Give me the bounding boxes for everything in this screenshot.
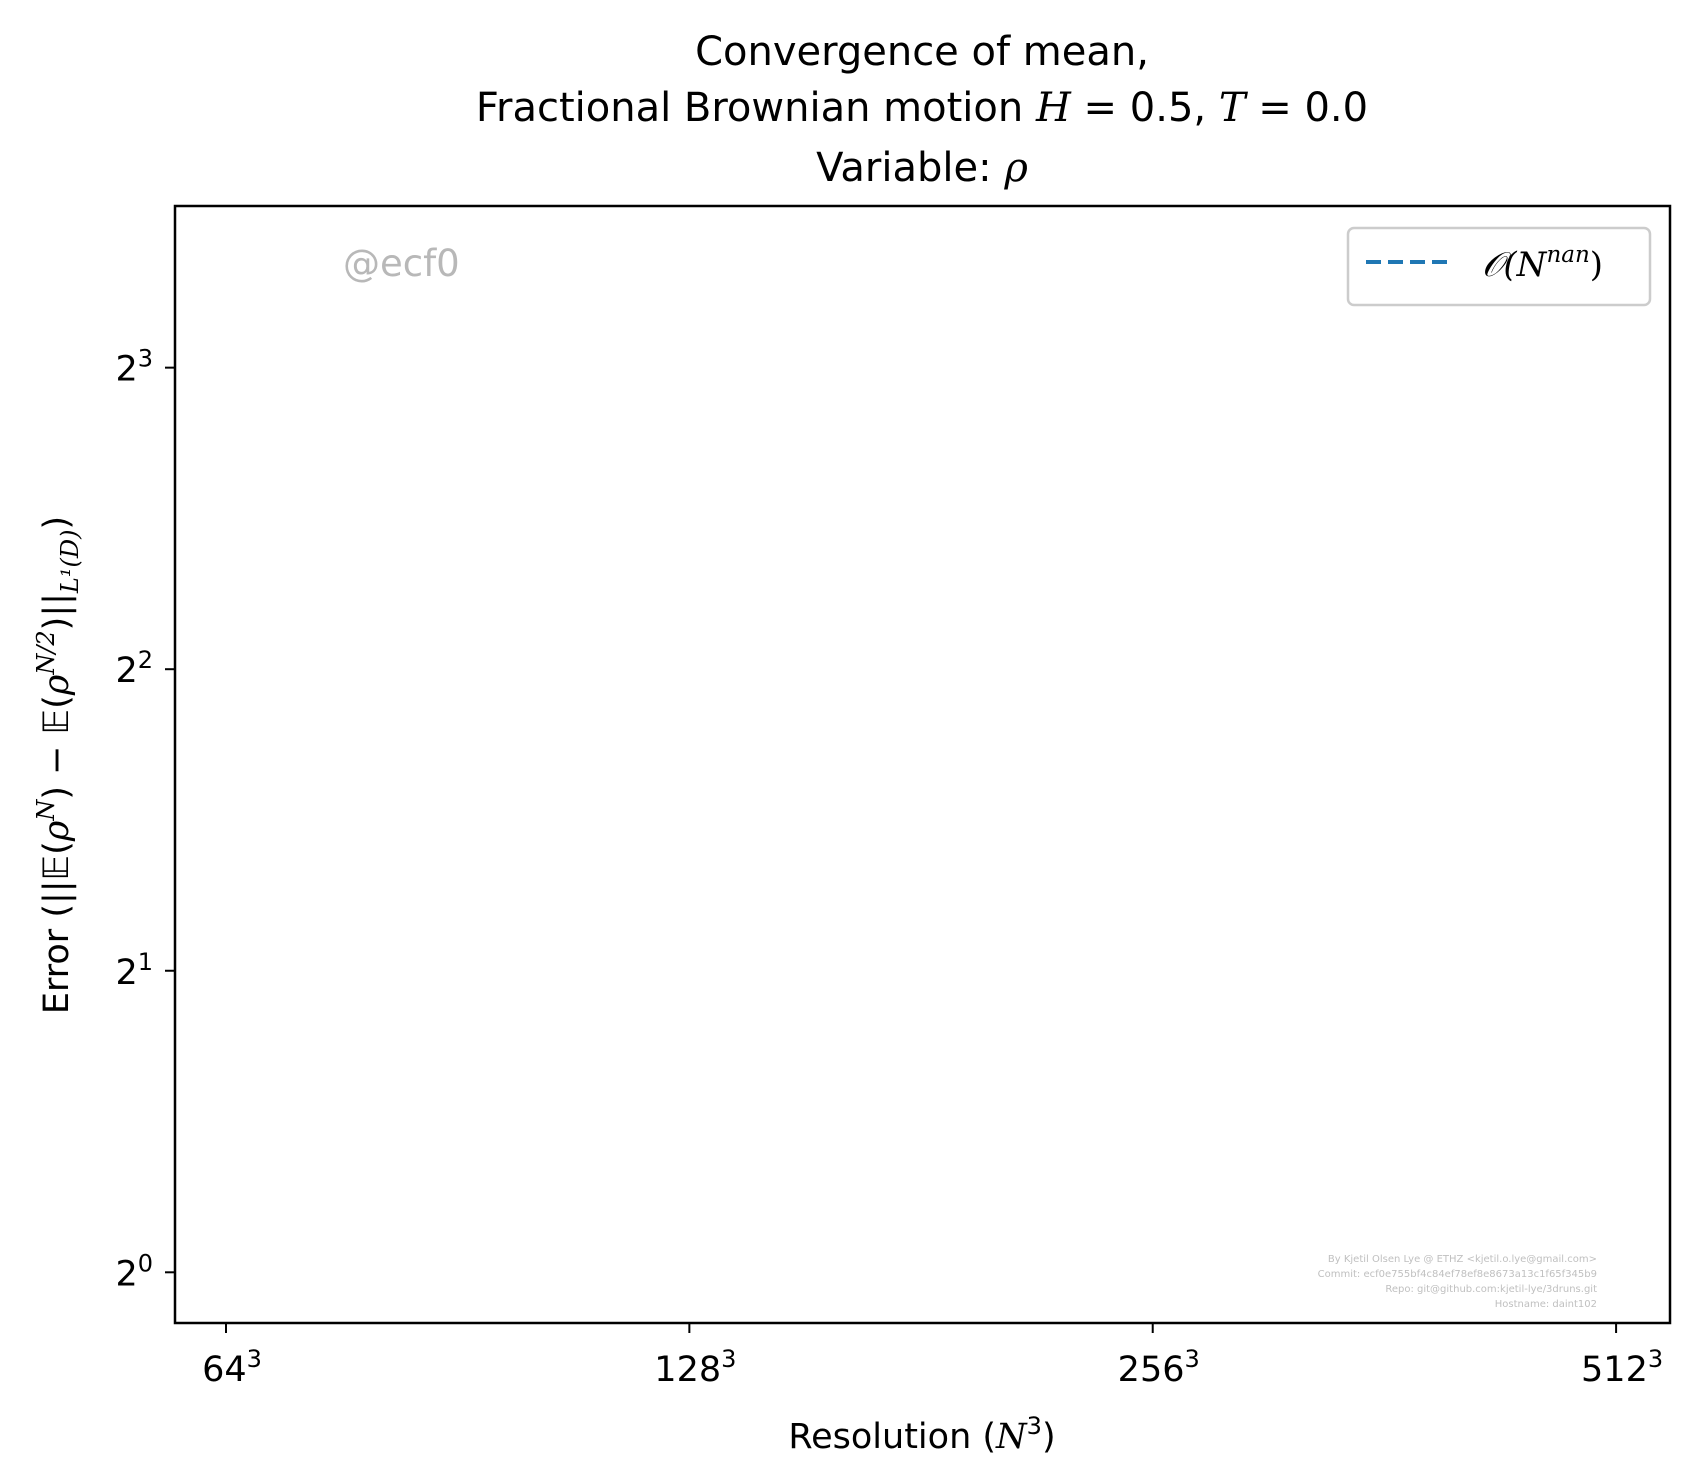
x-tick-label: 1283 — [654, 1345, 736, 1390]
footer-line-hostname: Hostname: daint102 — [1495, 1299, 1597, 1310]
x-axis-label: Resolution (N3) — [788, 1412, 1055, 1457]
x-tick-label: 5123 — [1581, 1345, 1663, 1390]
footer-line-repo: Repo: git@github.com:kjetil-lye/3druns.g… — [1385, 1284, 1597, 1295]
x-tick-label: 2563 — [1118, 1345, 1200, 1390]
footer-line-commit: Commit: ecf0e755bf4c84ef78ef8e8673a13c1f… — [1318, 1269, 1597, 1280]
footer-line-author: By Kjetil Olsen Lye @ ETHZ <kjetil.o.lye… — [1328, 1254, 1597, 1265]
y-tick-label: 20 — [115, 1249, 153, 1294]
x-tick-label: 643 — [202, 1345, 262, 1390]
y-tick-label: 22 — [115, 646, 153, 691]
plot-area — [173, 204, 1672, 1325]
title-line-3: Variable: ρ — [816, 145, 1028, 191]
y-axis-label: Error (||𝔼(ρN) − 𝔼(ρN/2)||L¹(D)) — [32, 516, 84, 1014]
watermark-text: @ecf0 — [343, 242, 460, 285]
title-line-1: Convergence of mean, — [695, 29, 1149, 75]
footer-credits: By Kjetil Olsen Lye @ ETHZ <kjetil.o.lye… — [1318, 1254, 1597, 1310]
y-axis-ticks: 20 21 22 23 — [115, 345, 175, 1294]
legend: 𝒪(Nnan) — [1346, 226, 1652, 307]
y-tick-label: 21 — [115, 948, 153, 993]
y-tick-label: 23 — [115, 345, 153, 390]
legend-entry-label: 𝒪(Nnan) — [1482, 242, 1603, 285]
legend-box — [1346, 226, 1652, 307]
x-axis-ticks: 643 1283 2563 5123 — [202, 1323, 1663, 1390]
chart-title: Convergence of mean, Fractional Brownian… — [476, 29, 1368, 191]
title-line-2: Fractional Brownian motion H = 0.5, T = … — [476, 85, 1368, 131]
